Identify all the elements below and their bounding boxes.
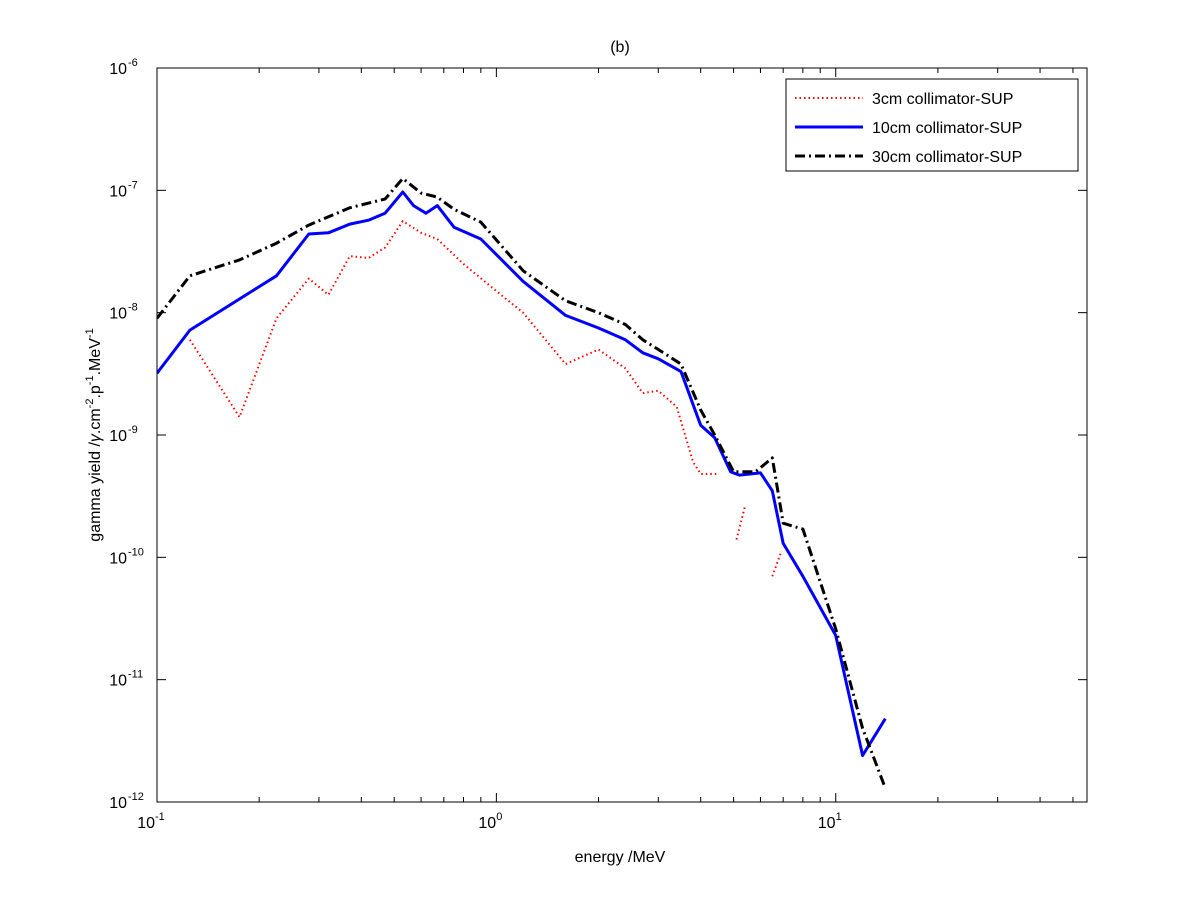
y-tick-label-0: 10 [109,795,127,812]
y-label-cm: .cm [87,408,104,434]
y-tick-label-2: 10 [109,550,127,567]
y-tick-exp-6: -6 [128,57,138,69]
legend-box [785,78,1079,172]
series-line-1-segment-2 [735,506,746,540]
y-tick-label-1: 10 [109,673,127,690]
series-line-1-segment-1 [189,220,719,475]
y-tick-exp-0: -12 [128,791,144,803]
legend: 3cm collimator-SUP 10cm collimator-SUP 30c… [785,78,1079,172]
x-tick-label-2: 101 [818,811,842,832]
y-label-mev: .MeV [87,338,104,376]
x-tick-label-0: 10-1 [137,811,165,832]
y-label-sup2: -1 [84,375,96,385]
series-line-2-segment-1 [157,190,887,757]
series-layer [157,177,887,789]
chart-title: (b) [610,39,630,56]
y-tick-exp-4: -8 [128,302,138,314]
y-tick-exp-3: -9 [128,424,138,436]
plot-area: 10-1 100 101 10-1210-1110-1010-910-810-710… [109,57,1088,832]
y-tick-exp-2: -10 [128,546,144,558]
y-tick-label-3: 10 [109,428,127,445]
x-tick-label-1: 100 [478,811,502,832]
y-tick-exp-1: -11 [128,669,143,681]
y-label-gamma: γ [87,433,104,442]
legend-label-2: 10cm collimator-SUP [872,120,1022,137]
y-label-sup1: -2 [84,399,96,409]
y-label-p: .p [87,385,104,398]
y-tick-label-5: 10 [109,183,127,200]
x-axis-ticks: 10-1 100 101 [137,68,1074,832]
x-axis-label: energy /MeV [575,849,666,866]
y-label-sup3: -1 [84,328,96,338]
y-label-pre: gamma yield / [87,442,104,542]
legend-items: 3cm collimator-SUP 10cm collimator-SUP 30c… [795,91,1022,166]
y-tick-exp-5: -7 [128,179,138,191]
legend-label-3: 30cm collimator-SUP [872,149,1022,166]
legend-label-1: 3cm collimator-SUP [872,91,1013,108]
y-axis-label: gamma yield /γ.cm-2.p-1.MeV-1 [84,328,104,541]
y-tick-label-6: 10 [109,61,127,78]
y-tick-label-4: 10 [109,306,127,323]
